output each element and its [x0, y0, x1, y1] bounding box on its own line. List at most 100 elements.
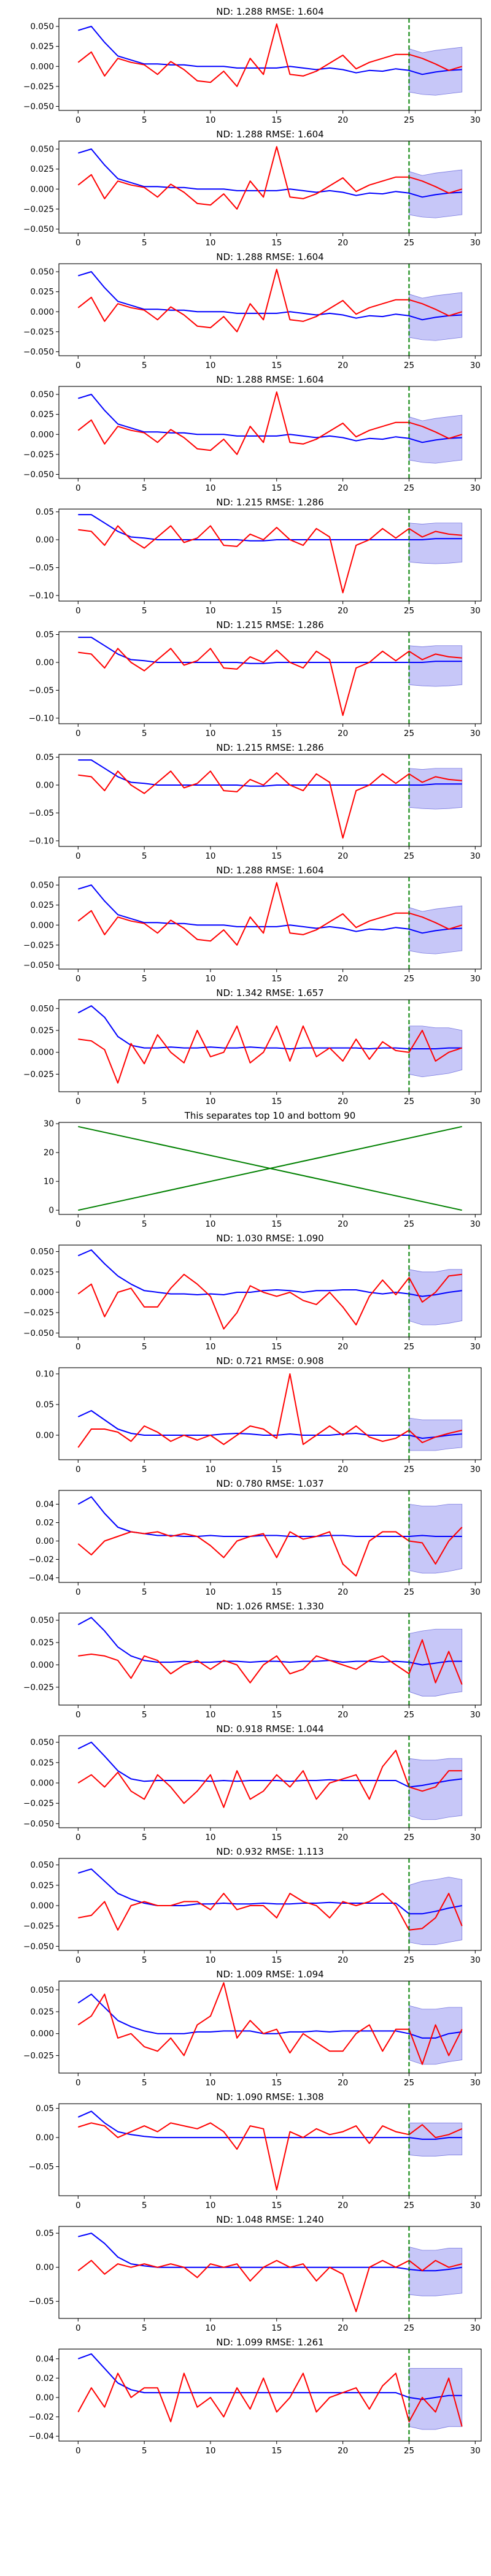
x-tick-label: 20 [338, 2323, 348, 2333]
axes-frame [58, 1735, 482, 1828]
chart-title: ND: 1.288 RMSE: 1.604 [216, 865, 323, 876]
actual-series-line [78, 648, 462, 716]
x-tick-label: 20 [338, 1710, 348, 1720]
x-tick-label: 25 [404, 483, 414, 493]
x-tick-label: 25 [404, 2078, 414, 2088]
actual-series-line [77, 882, 462, 946]
plot-area [77, 1613, 463, 1705]
chart-panel: 0 5 10 15 20 25 30 0.050 0.025 0.000 −0.025 −0.050 N… [23, 865, 482, 984]
plot-area [77, 386, 463, 478]
y-tick-label: 0.025 [30, 2007, 54, 2017]
x-tick-label: 0 [75, 2446, 81, 2456]
x-tick-label: 0 [75, 2078, 81, 2088]
x-tick-label: 10 [205, 115, 215, 125]
chart-panel: 0 5 10 15 20 25 30 0.050 0.025 0.000 −0.025 ND: 1.0… [23, 1969, 482, 2088]
x-tick-label: 20 [338, 2078, 348, 2088]
plot-area [78, 754, 463, 846]
chart-title: ND: 0.918 RMSE: 1.044 [216, 1723, 323, 1735]
chart-panel: 0 5 10 15 20 25 30 0.050 0.025 0.000 −0.025 −0.050 N… [23, 1233, 482, 1352]
x-tick-label: 20 [338, 1955, 348, 1965]
prediction-interval-band [409, 1025, 463, 1078]
y-tick-label: 0.025 [30, 1638, 54, 1648]
chart-title: ND: 1.030 RMSE: 1.090 [216, 1233, 323, 1244]
y-tick-label: 0.000 [30, 2029, 54, 2039]
x-tick-label: 10 [205, 1342, 215, 1352]
y-tick-label: 0.00 [36, 781, 54, 791]
actual-series-line [77, 2372, 463, 2427]
x-tick-label: 10 [205, 0, 215, 2]
axes-frame [58, 631, 482, 724]
x-tick-label: 0 [75, 115, 81, 125]
y-tick-label: −0.050 [23, 347, 54, 357]
chart-title: ND: 1.009 RMSE: 1.094 [216, 1969, 323, 1980]
actual-series-line [77, 1273, 462, 1330]
y-tick-label: 0.000 [30, 1901, 54, 1911]
x-tick-label: 10 [205, 974, 215, 984]
x-tick-label: 20 [338, 1342, 348, 1352]
prediction-interval-band [409, 292, 463, 341]
forecast-series-line [78, 271, 462, 321]
x-tick-label: 0 [75, 0, 81, 2]
x-tick-label: 15 [271, 115, 282, 125]
axes-frame [58, 1858, 482, 1951]
x-tick-label: 5 [142, 115, 147, 125]
axes-frame [58, 2103, 482, 2196]
x-tick-label: 5 [142, 974, 147, 984]
y-tick-label: −0.050 [23, 1328, 54, 1338]
x-tick-label: 5 [142, 2323, 147, 2333]
chart-title: ND: 0.780 RMSE: 1.037 [216, 1478, 323, 1489]
x-tick-label: 25 [404, 1833, 414, 1842]
x-tick-label: 5 [142, 851, 147, 861]
x-tick-label: 10 [205, 851, 215, 861]
x-tick-label: 20 [338, 238, 348, 248]
axes-frame [58, 754, 482, 847]
y-tick-label: 0.050 [30, 1616, 54, 1625]
chart-panel: 0 5 10 15 20 25 30 0.050 0.025 0.000 −0.025 ND: 1.3… [23, 987, 482, 1106]
y-tick-label: −0.10 [29, 713, 54, 723]
x-tick-label: 15 [271, 2078, 282, 2088]
axes-frame [58, 18, 482, 111]
x-tick-label: 20 [338, 606, 348, 616]
forecast-series-line [78, 1868, 462, 1915]
y-tick-label: 0.000 [30, 1048, 54, 1057]
forecast-series-line [77, 2353, 462, 2401]
chart-panel: 0 5 10 15 20 25 30 0.050 0.025 0.000 −0.025 ND: 1.0… [23, 1601, 482, 1720]
y-tick-label: −0.10 [29, 836, 54, 846]
x-tick-label: 0 [75, 238, 81, 248]
y-tick-label: 0.000 [30, 1660, 54, 1670]
y-tick-label: −0.050 [23, 470, 54, 480]
actual-series-line [77, 1982, 463, 2065]
x-tick-label: 20 [338, 1097, 348, 1106]
y-tick-label: −0.025 [23, 2051, 54, 2061]
forecast-series-line [78, 26, 462, 75]
x-tick-label: 25 [404, 974, 414, 984]
x-tick-label: 10 [205, 1833, 215, 1842]
x-tick-label: 25 [404, 851, 414, 861]
y-tick-label: 0.05 [36, 1400, 54, 1410]
y-tick-label: −0.04 [29, 2432, 54, 2442]
forecast-series-line [77, 1249, 462, 1297]
y-tick-label: 0.050 [30, 145, 54, 155]
y-tick-label: 0.04 [36, 2354, 54, 2364]
y-tick-label: −0.05 [29, 2297, 54, 2307]
x-tick-label: 25 [404, 1710, 414, 1720]
prediction-interval-band [409, 523, 463, 564]
plot-area [78, 1858, 463, 1950]
y-tick-label: 0.025 [30, 1026, 54, 1036]
x-tick-label: 15 [271, 851, 282, 861]
y-tick-label: −0.05 [29, 808, 54, 818]
chart-title: ND: 1.026 RMSE: 1.330 [216, 1601, 323, 1612]
x-tick-label: 30 [470, 0, 481, 2]
x-tick-label: 25 [404, 1587, 414, 1597]
y-tick-label: −0.025 [23, 1799, 54, 1809]
x-tick-label: 0 [75, 729, 81, 738]
x-tick-label: 20 [338, 361, 348, 370]
x-tick-label: 25 [404, 238, 414, 248]
chart-panel: 0 5 10 15 20 25 30 0.05 0.00 −0.05 −0.10 ND: 1.215 … [29, 619, 482, 738]
y-tick-label: 0.05 [36, 753, 54, 762]
x-tick-label: 10 [205, 1955, 215, 1965]
y-tick-label: 0 [48, 1206, 54, 1216]
chart-panel: 0 5 10 15 20 25 30 0.050 0.025 0.000 −0.025 −0.050 N… [23, 6, 482, 125]
x-tick-label: 0 [75, 1833, 81, 1842]
y-tick-label: 0.00 [36, 535, 54, 545]
